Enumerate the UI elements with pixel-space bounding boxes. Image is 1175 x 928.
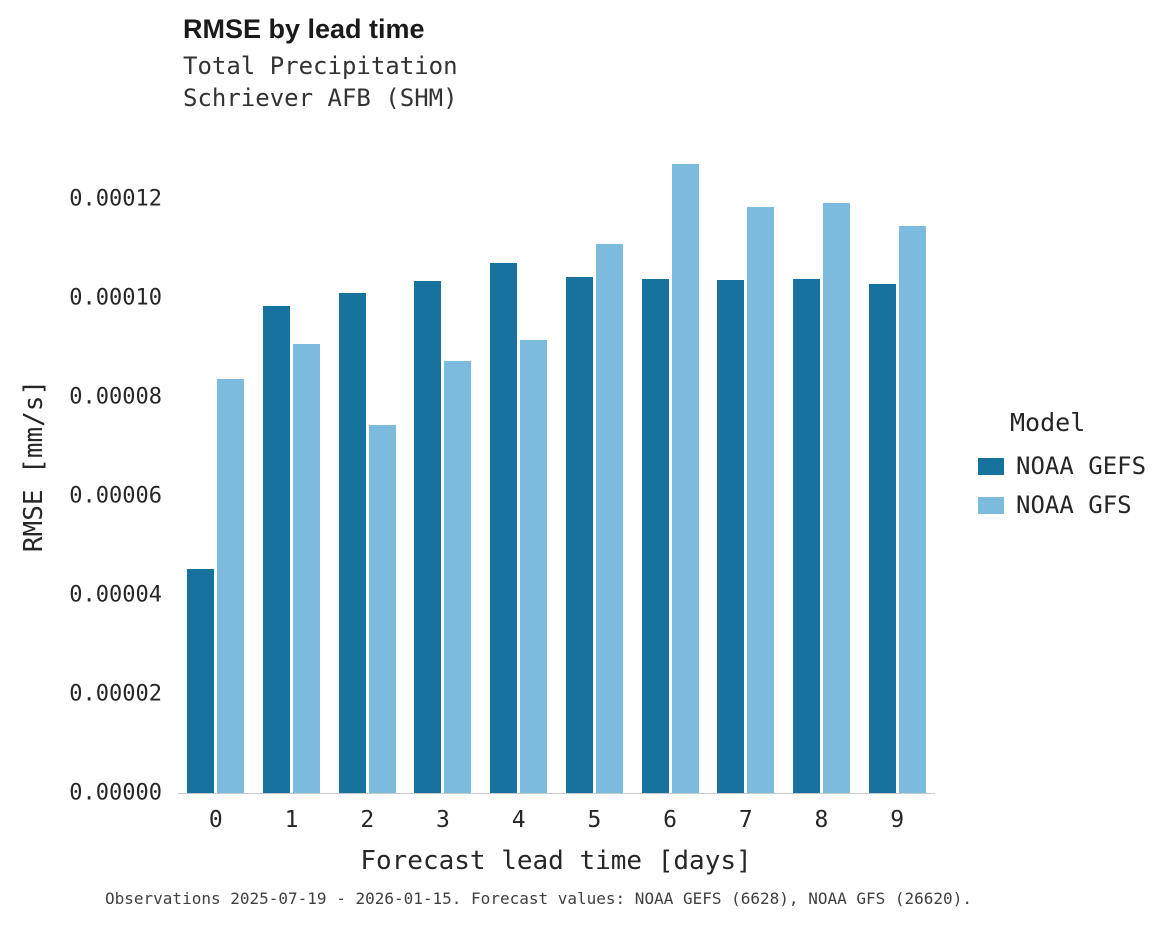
plot-area: 0 1 2 3 4 5 6 7 8 9 0.00000 0.00002 0.00004 0.00006 0…: [69, 140, 935, 833]
bar-noaa-gfs: [822, 203, 850, 793]
page-title: RMSE by lead time: [183, 14, 425, 44]
y-tick-label: 0.00000: [69, 780, 162, 806]
bar-group: 6: [632, 140, 708, 833]
bar-noaa-gefs: [263, 305, 291, 793]
bar-noaa-gefs: [717, 280, 745, 793]
bar-noaa-gefs: [338, 293, 366, 793]
legend-label-gefs: NOAA GEFS: [1016, 452, 1147, 480]
bar-group: 5: [557, 140, 633, 833]
y-tick-label: 0.00006: [69, 483, 162, 509]
bar-noaa-gfs: [217, 379, 245, 793]
bar-noaa-gfs: [671, 163, 699, 793]
y-tick-label: 0.00004: [69, 582, 162, 608]
bar-group: 2: [329, 140, 405, 833]
bar-noaa-gefs: [792, 279, 820, 793]
bar-noaa-gfs: [898, 226, 926, 793]
y-tick-label: 0.00012: [69, 186, 162, 212]
chart-subtitle-variable: Total Precipitation: [183, 52, 458, 80]
bar-noaa-gfs: [444, 361, 472, 793]
bar-group: 0: [178, 140, 254, 833]
bar-noaa-gfs: [747, 206, 775, 793]
legend-entry-gefs: NOAA GEFS: [978, 452, 1146, 480]
bar-group: 7: [708, 140, 784, 833]
chart-subtitle-station: Schriever AFB (SHM): [183, 84, 458, 112]
x-tick-label: 2: [360, 807, 375, 833]
y-tick-label: 0.00002: [69, 681, 162, 707]
y-tick-label: 0.00008: [69, 384, 162, 410]
bar-noaa-gefs: [641, 279, 669, 793]
bar-noaa-gfs: [368, 425, 396, 793]
bar-group: 1: [254, 140, 330, 833]
legend-swatch: [978, 496, 1004, 514]
legend-swatch: [978, 457, 1004, 475]
x-tick-label: 4: [511, 807, 526, 833]
bar-noaa-gefs: [565, 277, 593, 793]
x-tick-label: 7: [738, 807, 753, 833]
bar-noaa-gefs: [414, 281, 442, 793]
bar-group: 8: [784, 140, 860, 833]
observations-caption: Observations 2025-07-19 - 2026-01-15. Fo…: [105, 889, 972, 908]
legend-title: Model: [1010, 408, 1086, 437]
bar-groups: 0 1 2 3 4 5 6 7 8 9: [178, 140, 935, 833]
bar-noaa-gfs: [293, 343, 321, 793]
legend: Model NOAA GEFS NOAA GFS: [978, 408, 1146, 519]
x-tick-label: 6: [663, 807, 677, 833]
bar-noaa-gfs: [520, 339, 548, 793]
y-axis-title: RMSE [mm/s]: [19, 379, 49, 553]
bar-noaa-gefs: [187, 569, 215, 793]
legend-label-gfs: NOAA GFS: [1016, 491, 1132, 519]
y-tick-label: 0.00010: [69, 285, 162, 311]
x-tick-label: 1: [284, 807, 299, 833]
bar-noaa-gefs: [490, 262, 518, 793]
legend-entry-gfs: NOAA GFS: [978, 491, 1146, 519]
bar-group: 3: [405, 140, 481, 833]
x-tick-label: 5: [587, 807, 602, 833]
bar-group: 9: [859, 140, 935, 833]
x-tick-label: 8: [814, 807, 829, 833]
bar-noaa-gfs: [595, 243, 623, 793]
bar-group: 4: [481, 140, 557, 833]
x-tick-label: 9: [890, 807, 905, 833]
x-axis-title: Forecast lead time [days]: [360, 846, 752, 876]
x-tick-label: 0: [208, 807, 223, 833]
bar-noaa-gefs: [868, 284, 896, 793]
x-tick-label: 3: [436, 807, 450, 833]
